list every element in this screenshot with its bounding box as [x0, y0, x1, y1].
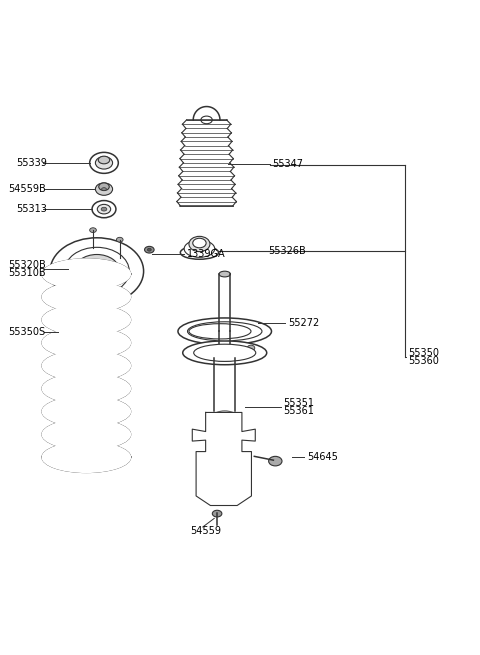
Text: 55339: 55339 — [16, 158, 47, 168]
Ellipse shape — [193, 238, 206, 248]
Ellipse shape — [219, 421, 228, 428]
Ellipse shape — [144, 246, 154, 253]
Text: 55310B: 55310B — [9, 268, 46, 278]
Ellipse shape — [116, 237, 123, 242]
Text: 55347: 55347 — [273, 159, 303, 169]
Text: 55350: 55350 — [408, 348, 439, 358]
Ellipse shape — [90, 228, 96, 233]
Ellipse shape — [213, 497, 223, 504]
Ellipse shape — [211, 327, 238, 336]
Ellipse shape — [216, 455, 222, 460]
Ellipse shape — [183, 341, 267, 365]
Ellipse shape — [188, 322, 262, 341]
Ellipse shape — [210, 349, 239, 356]
Ellipse shape — [102, 188, 107, 191]
Text: 54645: 54645 — [307, 453, 338, 462]
Ellipse shape — [201, 116, 212, 124]
Text: 55361: 55361 — [283, 406, 314, 416]
Ellipse shape — [214, 411, 235, 419]
Text: 55360: 55360 — [408, 356, 439, 366]
Ellipse shape — [214, 354, 235, 362]
Ellipse shape — [41, 281, 131, 312]
Ellipse shape — [184, 240, 215, 257]
Ellipse shape — [50, 238, 144, 305]
Ellipse shape — [74, 255, 120, 288]
Ellipse shape — [64, 248, 129, 295]
Text: 55272: 55272 — [288, 318, 319, 328]
Ellipse shape — [180, 246, 218, 259]
Text: 1339GA: 1339GA — [187, 248, 225, 259]
Ellipse shape — [97, 204, 111, 214]
Text: 54559B: 54559B — [9, 184, 46, 194]
Ellipse shape — [228, 455, 234, 460]
Ellipse shape — [41, 396, 131, 427]
Ellipse shape — [189, 236, 210, 252]
Ellipse shape — [41, 350, 131, 381]
Ellipse shape — [194, 345, 256, 362]
Polygon shape — [192, 413, 255, 506]
Ellipse shape — [90, 153, 118, 174]
Ellipse shape — [85, 263, 109, 280]
Ellipse shape — [41, 258, 131, 290]
Ellipse shape — [219, 271, 230, 277]
Ellipse shape — [41, 419, 131, 450]
Ellipse shape — [189, 324, 251, 339]
Ellipse shape — [41, 373, 131, 404]
Text: 55350S: 55350S — [9, 328, 46, 337]
Ellipse shape — [178, 318, 272, 345]
Text: 55320B: 55320B — [9, 259, 46, 269]
Ellipse shape — [101, 207, 107, 211]
Ellipse shape — [228, 497, 237, 504]
Text: 55351: 55351 — [283, 398, 314, 408]
Ellipse shape — [96, 183, 113, 195]
Ellipse shape — [91, 267, 103, 276]
Text: 54559: 54559 — [190, 526, 221, 536]
Ellipse shape — [212, 510, 222, 517]
Text: 55313: 55313 — [16, 204, 47, 214]
Text: 55326B: 55326B — [269, 246, 306, 256]
Ellipse shape — [147, 248, 151, 251]
Ellipse shape — [41, 327, 131, 358]
Ellipse shape — [247, 345, 255, 351]
Ellipse shape — [219, 476, 228, 483]
Ellipse shape — [96, 157, 113, 169]
Ellipse shape — [269, 457, 282, 466]
Ellipse shape — [41, 304, 131, 335]
Ellipse shape — [99, 183, 109, 191]
Ellipse shape — [98, 156, 110, 164]
Ellipse shape — [41, 441, 131, 473]
Ellipse shape — [92, 200, 116, 217]
Ellipse shape — [219, 441, 228, 448]
